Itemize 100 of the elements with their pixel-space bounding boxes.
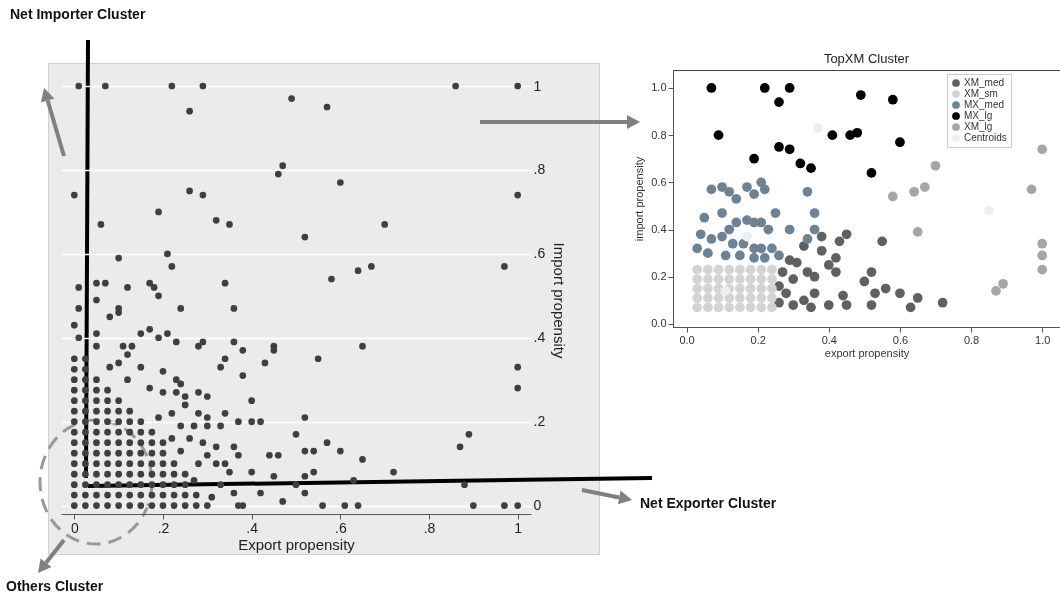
- point: [866, 267, 877, 277]
- point: [731, 217, 742, 228]
- point: [841, 300, 852, 310]
- point: [895, 288, 905, 299]
- point: [702, 302, 713, 313]
- point: [749, 189, 759, 199]
- point: [745, 302, 756, 313]
- point: [756, 177, 767, 188]
- point: [702, 293, 713, 303]
- point: [692, 274, 703, 284]
- x-tick-label: 0.0: [679, 333, 695, 346]
- legend-label: XM_med: [964, 77, 1005, 88]
- point: [866, 300, 877, 310]
- point: [735, 293, 745, 303]
- point: [930, 160, 941, 171]
- point: [802, 234, 813, 244]
- y-tick-label: 0.2: [651, 270, 667, 283]
- y-tick-label: 0.6: [651, 175, 667, 188]
- point: [692, 264, 703, 275]
- y-tick-label: 1: [533, 77, 542, 94]
- point: [1037, 264, 1048, 275]
- point: [763, 224, 774, 235]
- point: [727, 238, 738, 249]
- point: [756, 302, 767, 313]
- point: [702, 274, 713, 284]
- point: [823, 300, 834, 310]
- point: [905, 302, 916, 313]
- point: [855, 90, 866, 100]
- point: [887, 94, 898, 105]
- point: [745, 274, 756, 284]
- legend-label: XM_sm: [964, 88, 998, 99]
- point: [724, 302, 735, 313]
- point: [784, 83, 795, 93]
- point: [1037, 238, 1048, 249]
- point: [720, 286, 731, 296]
- point: [991, 286, 1001, 296]
- point: [823, 260, 834, 270]
- point: [735, 274, 745, 284]
- x-tick-label: .6: [335, 519, 347, 536]
- point: [699, 212, 710, 223]
- point: [756, 283, 767, 294]
- point: [887, 191, 898, 202]
- point: [998, 278, 1008, 289]
- point: [912, 293, 923, 303]
- point: [713, 264, 724, 275]
- point: [742, 182, 752, 192]
- point: [802, 267, 813, 277]
- x-tick-label: .8: [423, 519, 436, 536]
- point: [745, 264, 756, 275]
- x-tick-label: 0.4: [821, 333, 837, 346]
- point: [877, 236, 888, 247]
- text: Net Importer Cluster: [10, 6, 146, 22]
- point: [717, 208, 727, 218]
- point: [806, 163, 816, 174]
- point: [756, 243, 767, 254]
- point: [788, 274, 799, 284]
- point: [806, 302, 816, 313]
- point: [919, 182, 930, 192]
- point: [756, 274, 767, 284]
- point: [1026, 184, 1037, 195]
- point: [802, 186, 813, 197]
- point: [838, 290, 848, 301]
- point: [809, 208, 820, 218]
- point: [880, 283, 891, 294]
- point: [756, 217, 767, 228]
- point: [774, 142, 784, 152]
- point: [756, 264, 767, 275]
- y-axis-title: import propensity: [633, 156, 646, 242]
- point: [735, 264, 745, 275]
- legend-label: MX_lg: [964, 110, 993, 121]
- y-tick-label: .8: [533, 161, 546, 178]
- point: [702, 248, 713, 258]
- point: [702, 264, 713, 275]
- legend-label: MX_med: [964, 99, 1005, 110]
- point: [724, 186, 735, 197]
- y-tick-label: 0.0: [651, 317, 667, 330]
- point: [831, 267, 841, 277]
- point: [777, 267, 788, 277]
- text: Others Cluster: [6, 578, 104, 594]
- point: [816, 245, 827, 256]
- point: [742, 231, 752, 242]
- point: [724, 274, 735, 284]
- point: [809, 224, 820, 235]
- point: [834, 236, 845, 247]
- point: [692, 302, 703, 313]
- point: [724, 264, 735, 275]
- point: [1037, 250, 1048, 261]
- point: [909, 186, 920, 197]
- point: [692, 293, 703, 303]
- point: [774, 97, 784, 107]
- point: [937, 297, 948, 308]
- x-tick-label: 0.6: [892, 333, 909, 346]
- point: [749, 153, 759, 164]
- point: [756, 293, 767, 303]
- point: [731, 193, 742, 204]
- legend-label: XM_lg: [964, 121, 993, 132]
- x-tick-label: 0.8: [963, 333, 980, 346]
- point: [809, 288, 820, 299]
- point: [745, 293, 756, 303]
- point: [745, 283, 756, 294]
